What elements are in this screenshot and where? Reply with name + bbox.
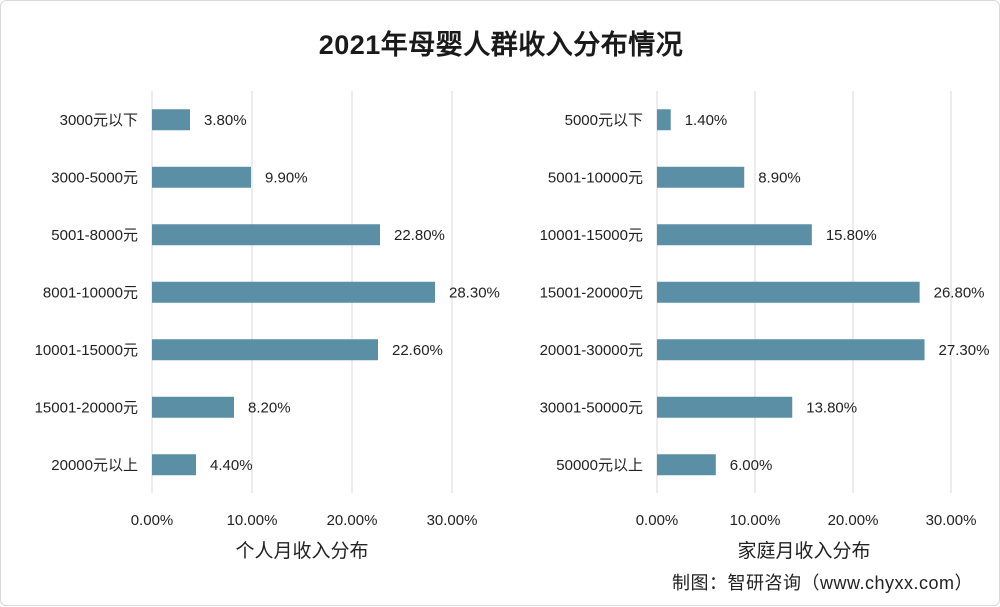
household-bar-2 [657, 224, 812, 246]
household-tick-label-3: 30.00% [926, 512, 977, 529]
personal-bar-2 [152, 224, 380, 246]
household-category-label-3: 15001-20000元 [540, 284, 643, 301]
household-tick-label-2: 20.00% [828, 512, 879, 529]
household-category-label-6: 50000元以上 [556, 457, 643, 474]
household-category-label-0: 5000元以下 [565, 112, 643, 129]
personal-tick-label-2: 20.00% [327, 512, 378, 529]
personal-category-label-5: 15001-20000元 [35, 399, 138, 416]
personal-value-label-1: 9.90% [265, 169, 308, 186]
personal-category-label-2: 5001-8000元 [51, 227, 138, 244]
household-bar-1 [657, 166, 745, 188]
personal-category-label-4: 10001-15000元 [35, 342, 138, 359]
household-category-label-5: 30001-50000元 [540, 399, 643, 416]
personal-value-label-3: 28.30% [449, 284, 500, 301]
source-note: 制图：智研咨询（www.chyxx.com） [671, 573, 973, 593]
household-bar-0 [657, 109, 671, 131]
personal-axis-title: 个人月收入分布 [235, 540, 368, 562]
personal-tick-label-3: 30.00% [427, 512, 478, 529]
personal-tick-label-0: 0.00% [131, 512, 174, 529]
household-value-label-6: 6.00% [730, 457, 773, 474]
household-bar-3 [657, 281, 920, 303]
personal-tick-label-1: 10.00% [227, 512, 278, 529]
chart-title: 2021年母婴人群收入分布情况 [318, 30, 684, 60]
personal-category-label-3: 8001-10000元 [43, 284, 138, 301]
household-value-label-2: 15.80% [826, 227, 877, 244]
household-value-label-0: 1.40% [685, 112, 728, 129]
personal-bar-1 [152, 166, 251, 188]
personal-bar-6 [152, 454, 196, 476]
household-axis-title: 家庭月收入分布 [737, 540, 870, 562]
household-value-label-5: 13.80% [806, 399, 857, 416]
household-bar-4 [657, 339, 925, 361]
household-tick-label-1: 10.00% [730, 512, 781, 529]
household-value-label-3: 26.80% [934, 284, 985, 301]
personal-bar-4 [152, 339, 378, 361]
household-value-label-4: 27.30% [939, 342, 990, 359]
personal-value-label-0: 3.80% [204, 112, 247, 129]
household-tick-label-0: 0.00% [636, 512, 679, 529]
personal-bar-3 [152, 281, 435, 303]
personal-value-label-6: 4.40% [210, 457, 253, 474]
household-category-label-1: 5001-10000元 [548, 169, 643, 186]
household-bar-6 [657, 454, 716, 476]
personal-category-label-6: 20000元以上 [51, 457, 138, 474]
household-category-label-4: 20001-30000元 [540, 342, 643, 359]
personal-value-label-5: 8.20% [248, 399, 291, 416]
household-value-label-1: 8.90% [758, 169, 801, 186]
personal-value-label-2: 22.80% [394, 227, 445, 244]
personal-category-label-0: 3000元以下 [60, 112, 138, 129]
personal-category-label-1: 3000-5000元 [51, 169, 138, 186]
personal-value-label-4: 22.60% [392, 342, 443, 359]
personal-bar-0 [152, 109, 190, 131]
household-bar-5 [657, 396, 793, 418]
personal-bar-5 [152, 396, 234, 418]
household-category-label-2: 10001-15000元 [540, 227, 643, 244]
